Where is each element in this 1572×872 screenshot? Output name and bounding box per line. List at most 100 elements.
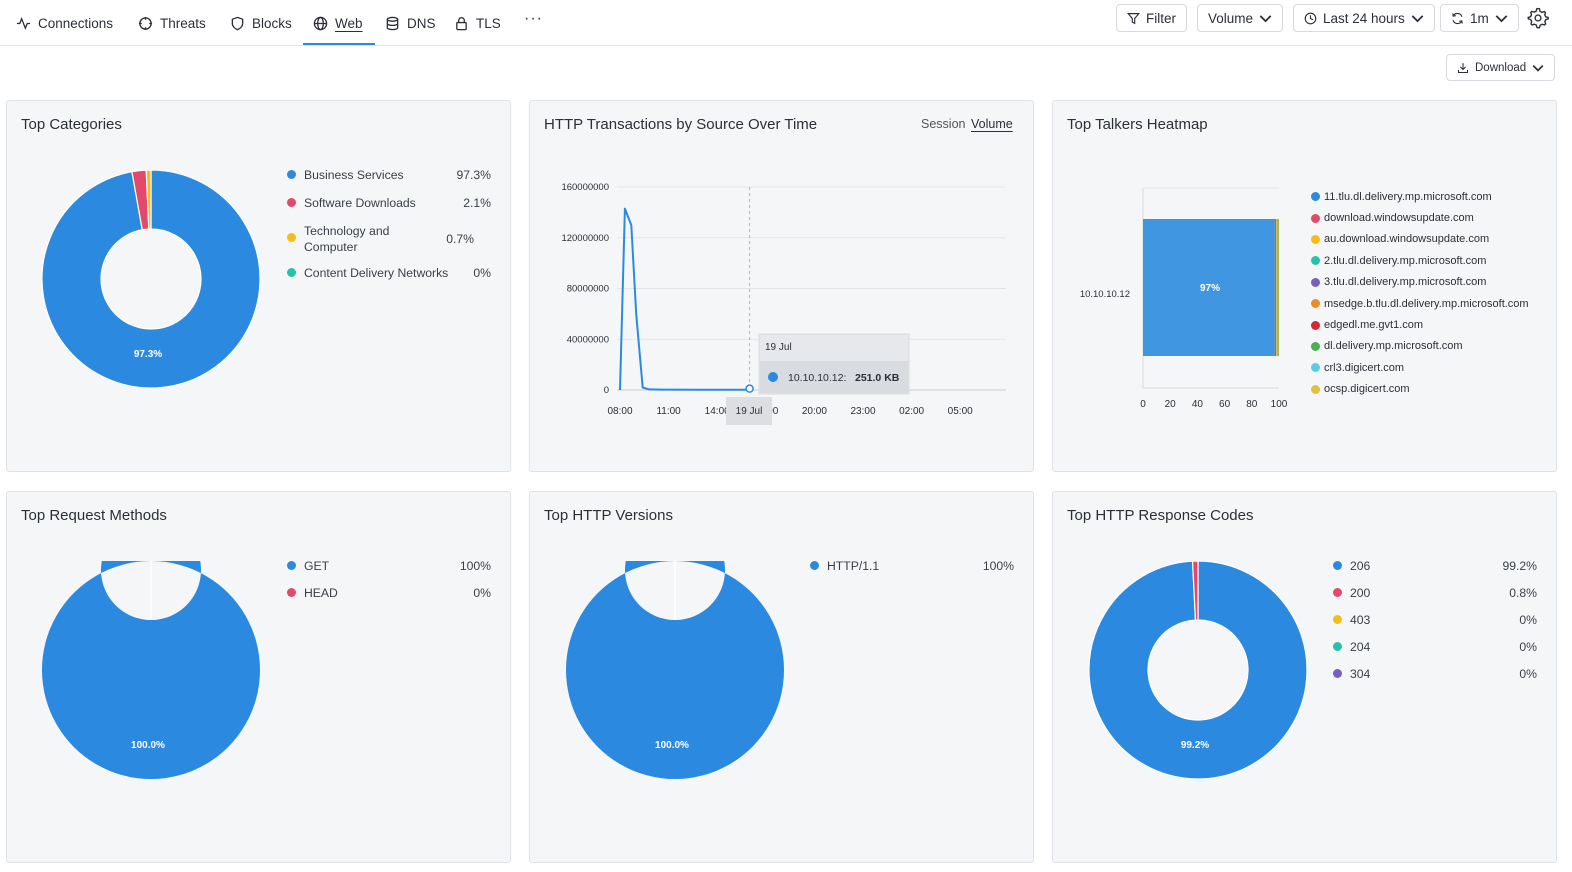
legend-item[interactable]: crl3.digicert.com: [1311, 357, 1529, 378]
donut-slice[interactable]: [566, 561, 784, 779]
legend-item[interactable]: 206 99.2%: [1333, 558, 1537, 574]
tab-dns[interactable]: DNS: [385, 0, 436, 46]
download-icon: [1457, 62, 1469, 73]
legend-item[interactable]: 3.tlu.dl.delivery.mp.microsoft.com: [1311, 272, 1529, 293]
filter-button[interactable]: Filter: [1116, 4, 1187, 32]
legend-item[interactable]: 200 0.8%: [1333, 585, 1537, 601]
legend-name: crl3.digicert.com: [1324, 361, 1405, 374]
legend-item[interactable]: edgedl.me.gvt1.com: [1311, 314, 1529, 335]
legend-value: 0%: [1519, 640, 1537, 654]
top-http-response-codes-panel: Top HTTP Response Codes 99.2% 206 99.2% …: [1052, 491, 1557, 863]
donut-slice[interactable]: [42, 170, 260, 388]
legend-value: 100%: [459, 559, 491, 573]
chevron-down-icon: [1259, 14, 1272, 22]
legend-color-dot: [287, 170, 296, 179]
top-talkers-panel: Top Talkers Heatmap 97% 10.10.10.12 0 20 40 6…: [1052, 100, 1557, 472]
legend-item[interactable]: download.windowsupdate.com: [1311, 207, 1529, 228]
heatmap-cell[interactable]: [1274, 219, 1277, 356]
x-tick-label: 40: [1192, 399, 1204, 410]
tab-tls[interactable]: TLS: [454, 0, 501, 46]
donut-slice[interactable]: [42, 561, 260, 779]
legend-item[interactable]: GET 100%: [287, 558, 491, 574]
legend-item[interactable]: HEAD 0%: [287, 585, 491, 601]
legend-item[interactable]: 304 0%: [1333, 666, 1537, 682]
legend-value: 0.8%: [1509, 586, 1537, 600]
volume-dropdown[interactable]: Volume: [1197, 4, 1284, 32]
legend-item[interactable]: 11.tlu.dl.delivery.mp.microsoft.com: [1311, 186, 1529, 207]
top-nav: Connections Threats Blocks Web DNS TLS ·…: [0, 0, 1572, 46]
tab-blocks[interactable]: Blocks: [230, 0, 292, 46]
legend-item[interactable]: ocsp.digicert.com: [1311, 379, 1529, 400]
series-line[interactable]: [619, 207, 750, 391]
tab-label: Blocks: [252, 15, 292, 31]
session-toggle[interactable]: Session: [921, 117, 966, 131]
tab-threats[interactable]: Threats: [138, 0, 206, 46]
time-range-label: Last 24 hours: [1323, 10, 1405, 26]
legend-item[interactable]: msedge.b.tlu.dl.delivery.mp.microsoft.co…: [1311, 293, 1529, 314]
gear-icon[interactable]: [1527, 7, 1549, 29]
legend-item[interactable]: dl.delivery.mp.microsoft.com: [1311, 336, 1529, 357]
legend-value: 2.1%: [463, 196, 491, 210]
heatmap-cell[interactable]: [1277, 219, 1279, 356]
y-tick-label: 80000000: [567, 284, 609, 295]
legend-name: au.download.windowsupdate.com: [1324, 233, 1490, 246]
x-tick-label: 80: [1246, 399, 1258, 410]
legend-value: 0.7%: [446, 232, 474, 246]
heatmap-cell[interactable]: [1143, 219, 1275, 356]
legend-color-dot: [1311, 234, 1320, 244]
legend-item[interactable]: au.download.windowsupdate.com: [1311, 229, 1529, 250]
database-icon: [386, 16, 399, 30]
donut-slice[interactable]: [145, 170, 152, 230]
panel-title: Top Categories: [21, 116, 122, 133]
y-tick-label: 120000000: [561, 233, 609, 244]
legend-color-dot: [287, 198, 296, 207]
legend-item[interactable]: 2.tlu.dl.delivery.mp.microsoft.com: [1311, 250, 1529, 271]
time-range-dropdown[interactable]: Last 24 hours: [1293, 4, 1435, 32]
hover-point: [745, 384, 754, 393]
tooltip-series-dot: [768, 372, 778, 382]
x-tick-label: 60: [1219, 399, 1231, 410]
crosshair-icon: [138, 16, 153, 30]
top-talkers-legend: 11.tlu.dl.delivery.mp.microsoft.com downl…: [1311, 186, 1529, 400]
top-http-versions-legend: HTTP/1.1 100%: [810, 558, 1014, 586]
legend-item[interactable]: Software Downloads 2.1%: [287, 195, 491, 211]
more-tabs-button[interactable]: ···: [524, 10, 543, 27]
download-button[interactable]: Download: [1446, 54, 1556, 81]
top-request-methods-panel: Top Request Methods 100.0% GET 100% HEAD…: [6, 491, 511, 863]
chevron-down-icon: [1532, 64, 1544, 72]
legend-item[interactable]: Business Services 97.3%: [287, 167, 491, 183]
legend-value: 0%: [473, 586, 491, 600]
legend-name: dl.delivery.mp.microsoft.com: [1324, 340, 1463, 353]
legend-item[interactable]: HTTP/1.1 100%: [810, 558, 1014, 574]
legend-item[interactable]: Content Delivery Networks 0%: [287, 265, 491, 281]
donut-center-label: 97.3%: [134, 349, 162, 360]
chevron-down-icon: [1495, 14, 1508, 22]
panel-title: Top HTTP Versions: [544, 507, 673, 524]
x-tick-label: 05:00: [948, 406, 973, 417]
volume-toggle[interactable]: Volume: [971, 117, 1013, 131]
legend-color-dot: [1311, 192, 1320, 202]
legend-name: 200: [1350, 586, 1371, 600]
legend-color-dot: [1311, 213, 1320, 223]
refresh-interval-dropdown[interactable]: 1m: [1440, 4, 1519, 32]
globe-icon: [313, 16, 328, 30]
donut-slice[interactable]: [1089, 561, 1307, 779]
legend-color-dot: [810, 561, 819, 570]
tooltip-value: 251.0 KB: [855, 372, 900, 384]
heatmap-cell[interactable]: [1276, 219, 1278, 356]
tab-web[interactable]: Web: [313, 0, 363, 46]
top-categories-panel: Top Categories 97.3% Business Services 9…: [6, 100, 511, 472]
tooltip-date: 19 Jul: [765, 342, 792, 353]
active-tab-indicator: [303, 43, 375, 45]
donut-slice[interactable]: [1191, 561, 1199, 621]
legend-item[interactable]: 204 0%: [1333, 639, 1537, 655]
legend-item[interactable]: 403 0%: [1333, 612, 1537, 628]
top-categories-donut: 97.3%: [42, 170, 260, 388]
tab-connections[interactable]: Connections: [16, 0, 113, 46]
refresh-interval-label: 1m: [1470, 10, 1489, 26]
legend-item[interactable]: Technology and Computer 0.7%: [287, 223, 491, 255]
top-categories-legend: Business Services 97.3% Software Downloa…: [287, 167, 491, 293]
legend-color-dot: [287, 588, 296, 597]
legend-color-dot: [1311, 299, 1320, 309]
x-tick-label: 08:00: [607, 406, 632, 417]
